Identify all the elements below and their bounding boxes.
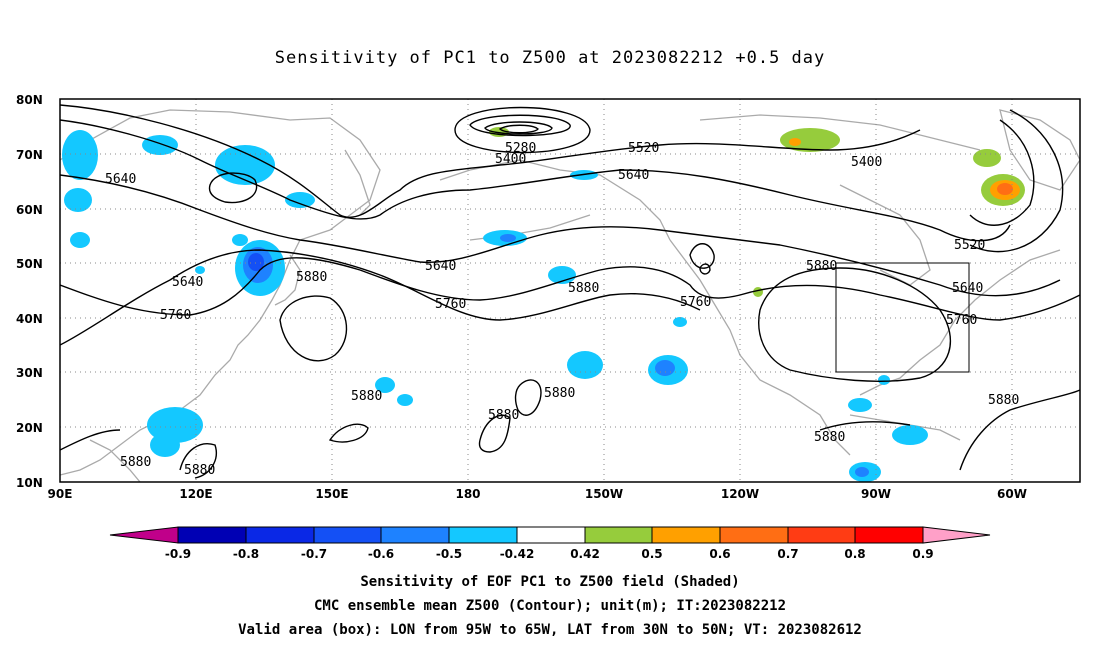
lon-axis: 90E 120E 150E 180 150W 120W 90W 60W — [48, 487, 1027, 501]
contour-5880-w — [60, 249, 701, 346]
contour-label: 5640 — [425, 259, 456, 274]
caption-valid-area: Valid area (box): LON from 95W to 65W, L… — [238, 622, 862, 638]
contour-5640 — [60, 174, 1061, 297]
lat-tick-label: 10N — [16, 476, 43, 490]
valid-area-box — [835, 262, 970, 373]
colorbar-swatch — [719, 526, 789, 544]
coast-japan — [274, 254, 301, 306]
contour-label: 5880 — [544, 386, 575, 401]
contour-label: 5760 — [946, 313, 977, 328]
colorbar-swatch — [380, 526, 450, 544]
lon-tick-label: 150W — [585, 487, 623, 501]
colorbar-label: 0.8 — [844, 547, 865, 561]
colorbar-label: 0.7 — [777, 547, 798, 561]
contour-label: 5400 — [851, 155, 882, 170]
contour-label: 5880 — [988, 393, 1019, 408]
colorbar-label: 0.9 — [912, 547, 933, 561]
contour-label: 5760 — [680, 295, 711, 310]
coast-arctic-islands — [699, 114, 981, 151]
contour-label: 5880 — [120, 455, 151, 470]
colorbar-swatch — [787, 526, 856, 544]
plot-frame — [59, 98, 1081, 483]
lat-tick-label: 50N — [16, 257, 43, 271]
contour-label: 5640 — [172, 275, 203, 290]
lat-axis: 80N 70N 60N 50N 40N 30N 20N 10N — [16, 93, 43, 490]
contour-label: 5880 — [296, 270, 327, 285]
lat-tick-label: 60N — [16, 203, 43, 217]
contour-labels: 5280 5400 5520 5640 5400 5640 5520 5640 … — [105, 141, 1019, 478]
contour-label: 5880 — [184, 463, 215, 478]
lat-tick-label: 40N — [16, 312, 43, 326]
contour-label: 5640 — [952, 281, 983, 296]
contour-label: 5880 — [814, 430, 845, 445]
contour-label: 5280 — [505, 141, 536, 156]
contour-label: 5520 — [954, 238, 985, 253]
lon-tick-label: 180 — [455, 487, 480, 501]
coast-greenland — [999, 109, 1080, 191]
lon-tick-label: 120W — [721, 487, 759, 501]
colorbar-label: 0.5 — [641, 547, 662, 561]
lon-tick-label: 90E — [48, 487, 73, 501]
contour-5400 — [454, 106, 591, 154]
colorbar-swatch — [109, 526, 179, 544]
lon-tick-label: 60W — [997, 487, 1027, 501]
colorbar-label: 0.42 — [570, 547, 600, 561]
coast-kamchatka — [344, 149, 371, 216]
colorbar-label: -0.9 — [165, 547, 191, 561]
caption-contour: CMC ensemble mean Z500 (Contour); unit(m… — [313, 598, 786, 614]
sensitivity-shading — [62, 127, 1025, 482]
colorbar-labels: -0.9 -0.8 -0.7 -0.6 -0.5 -0.42 0.42 0.5 … — [165, 547, 934, 561]
lon-tick-label: 150E — [315, 487, 348, 501]
colorbar-label: -0.6 — [368, 547, 394, 561]
lon-tick-label: 120E — [179, 487, 212, 501]
chart-title: Sensitivity of PC1 to Z500 at 2023082212… — [274, 48, 826, 68]
colorbar-swatch — [516, 526, 586, 544]
lat-tick-label: 70N — [16, 148, 43, 162]
contour-label: 5760 — [160, 308, 191, 323]
contour-label: 5760 — [435, 297, 466, 312]
colorbar-swatch — [584, 526, 653, 544]
colorbar-label: 0.6 — [709, 547, 730, 561]
colorbar-swatch — [854, 526, 924, 544]
contour-label: 5400 — [495, 152, 526, 167]
contour-label: 5520 — [628, 141, 659, 156]
contour-label: 5880 — [806, 259, 837, 274]
colorbar-swatch — [922, 526, 991, 544]
contour-5520 — [60, 119, 1011, 242]
colorbar — [109, 526, 991, 544]
contour-5760 — [60, 257, 1080, 321]
lat-tick-label: 80N — [16, 93, 43, 107]
colorbar-label: -0.42 — [500, 547, 535, 561]
colorbar-swatch — [177, 526, 247, 544]
lon-tick-label: 90W — [861, 487, 891, 501]
contour-label: 5880 — [568, 281, 599, 296]
colorbar-swatch — [448, 526, 518, 544]
colorbar-label: -0.8 — [233, 547, 259, 561]
contour-label: 5640 — [105, 172, 136, 187]
contour-5880-e — [758, 267, 951, 382]
lat-tick-label: 30N — [16, 366, 43, 380]
lat-tick-label: 20N — [16, 421, 43, 435]
contour-label: 5880 — [488, 408, 519, 423]
colorbar-swatch — [651, 526, 721, 544]
contour-label: 5880 — [351, 389, 382, 404]
colorbar-swatch — [313, 526, 382, 544]
colorbar-label: -0.5 — [436, 547, 462, 561]
caption-shading: Sensitivity of EOF PC1 to Z500 field (Sh… — [360, 574, 740, 590]
contour-label: 5640 — [618, 168, 649, 183]
colorbar-swatch — [245, 526, 315, 544]
contour-5280 — [469, 114, 571, 137]
z500-contours — [60, 104, 1080, 479]
coast-indochina — [89, 439, 141, 482]
colorbar-label: -0.7 — [301, 547, 327, 561]
